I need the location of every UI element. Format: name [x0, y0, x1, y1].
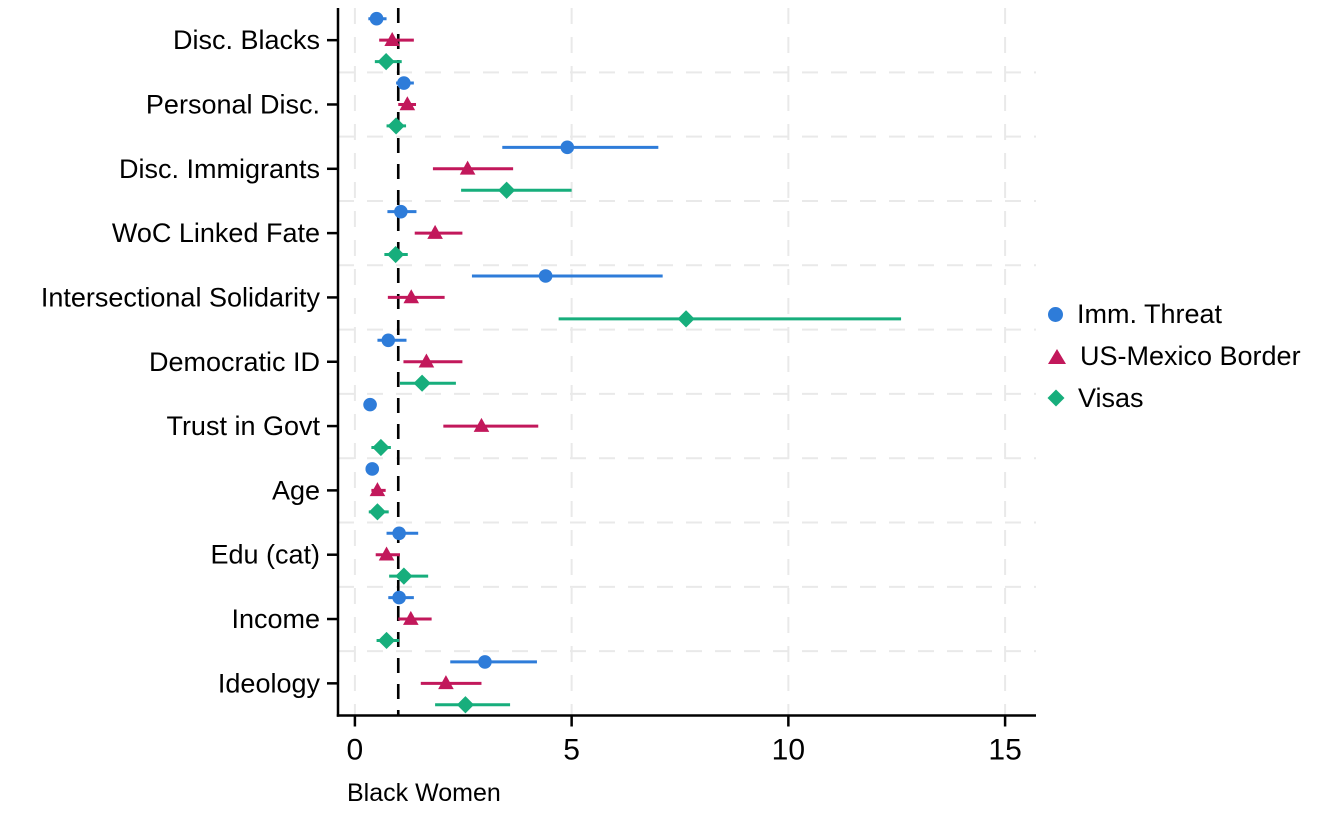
marker-triangle	[459, 160, 476, 175]
marker-triangle	[378, 546, 395, 561]
marker-circle	[392, 526, 406, 541]
y-tick-label: WoC Linked Fate	[112, 218, 320, 248]
marker-circle	[478, 655, 492, 669]
marker-diamond	[498, 181, 516, 199]
marker-diamond	[368, 503, 387, 521]
legend-diamond-marker-icon	[1047, 389, 1065, 407]
marker-diamond	[387, 245, 405, 264]
x-axis-title: Black Women	[347, 779, 501, 807]
marker-circle	[394, 204, 408, 219]
marker-diamond	[377, 52, 395, 71]
y-tick-label: Income	[231, 604, 320, 634]
marker-triangle	[403, 289, 420, 304]
marker-circle	[392, 590, 406, 605]
marker-diamond	[377, 631, 396, 650]
marker-diamond	[395, 567, 413, 585]
y-tick-label: Disc. Blacks	[173, 25, 320, 55]
marker-triangle	[418, 353, 435, 368]
marker-triangle	[473, 417, 490, 432]
y-tick-label: Democratic ID	[149, 347, 320, 377]
marker-diamond	[413, 374, 431, 392]
x-tick-label: 0	[347, 734, 364, 767]
marker-circle	[363, 397, 377, 412]
marker-circle	[560, 140, 575, 155]
legend-triangle-marker-icon	[1048, 348, 1066, 364]
legend: Imm. Threat US-Mexico Border Visas	[1047, 299, 1301, 413]
marker-triangle	[427, 224, 443, 239]
marker-triangle	[369, 482, 386, 497]
marker-circle	[369, 11, 384, 26]
marker-circle	[381, 333, 396, 348]
y-tick-label: Trust in Govt	[166, 411, 320, 441]
marker-diamond	[456, 696, 475, 714]
y-tick-label: Disc. Immigrants	[119, 154, 320, 184]
marker-diamond	[387, 117, 405, 135]
legend-item-us-mexico-border: US-Mexico Border	[1048, 341, 1301, 371]
y-tick-label: Intersectional Solidarity	[41, 282, 321, 312]
marker-circle	[397, 76, 411, 90]
marker-triangle	[403, 610, 419, 625]
marker-triangle	[438, 675, 454, 690]
marker-triangle	[384, 31, 400, 46]
y-tick-label: Age	[272, 475, 320, 505]
x-tick-label: 10	[772, 734, 805, 767]
marker-circle	[365, 462, 380, 476]
y-tick-label: Ideology	[218, 668, 321, 698]
legend-item-visas: Visas	[1047, 382, 1301, 413]
marker-diamond	[677, 310, 695, 328]
legend-circle-marker-icon	[1048, 306, 1063, 322]
legend-item-imm-threat: Imm. Threat	[1048, 299, 1301, 329]
marker-circle	[538, 269, 553, 283]
marker-triangle	[399, 96, 416, 111]
y-tick-label: Personal Disc.	[146, 89, 320, 119]
marker-diamond	[372, 438, 390, 457]
legend-label: Imm. Threat	[1077, 298, 1223, 329]
x-tick-label: 5	[563, 734, 580, 767]
x-tick-label: 15	[988, 734, 1021, 767]
y-tick-label: Edu (cat)	[210, 540, 320, 570]
legend-label: US-Mexico Border	[1080, 340, 1301, 371]
legend-label: Visas	[1078, 382, 1144, 413]
